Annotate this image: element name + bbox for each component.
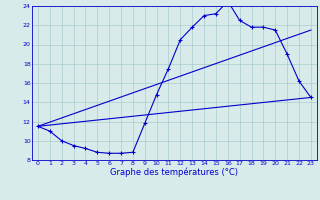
X-axis label: Graphe des températures (°C): Graphe des températures (°C) (110, 168, 238, 177)
